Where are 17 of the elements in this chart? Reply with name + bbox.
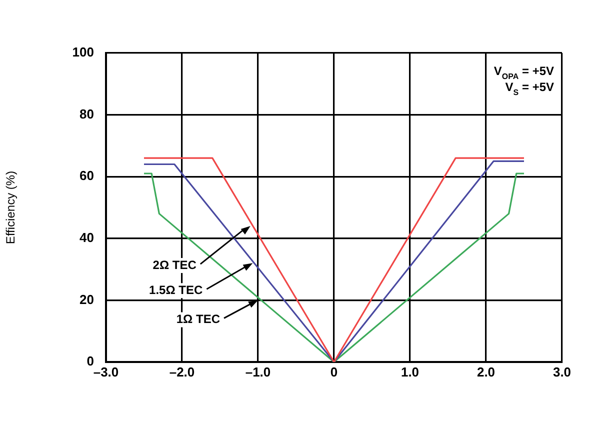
- y-tick-label: 40: [80, 230, 94, 245]
- y-tick-label: 20: [80, 292, 94, 307]
- x-tick-label: 0: [330, 364, 338, 380]
- x-tick-label: 2.0: [476, 364, 496, 380]
- y-tick-label: 0: [86, 354, 94, 369]
- y-tick-label: 60: [80, 168, 94, 184]
- y-tick-label: 100: [72, 44, 94, 60]
- x-tick-label: –1.0: [245, 364, 271, 380]
- annotation: 1.5Ω TEC: [149, 283, 204, 298]
- x-tick-label: 1.0: [400, 364, 420, 380]
- x-tick-label: 3.0: [552, 364, 572, 380]
- x-tick-label: –2.0: [169, 364, 195, 380]
- x-tick-label: –3.0: [93, 364, 119, 380]
- annotation: 1Ω TEC: [176, 312, 220, 326]
- annotation: 2Ω TEC: [152, 258, 197, 272]
- y-tick-label: 80: [80, 106, 94, 122]
- y-axis-title: Efficiency (%): [4, 170, 18, 244]
